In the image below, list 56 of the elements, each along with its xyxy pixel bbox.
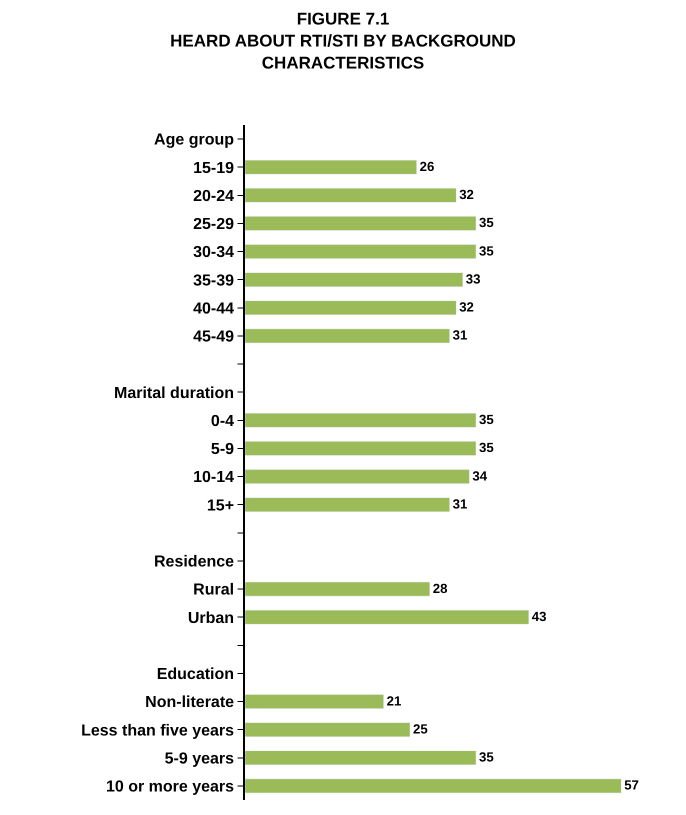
data-label: 34 [472,468,488,484]
y-tick-label: Marital duration [114,384,234,402]
bar [245,722,410,737]
bar [245,750,476,766]
data-label: 35 [479,440,494,456]
bar [245,328,450,344]
bar [245,216,476,231]
data-label: 43 [532,608,547,624]
bar [245,272,464,287]
bar [245,413,476,428]
bar [245,300,456,316]
y-tick-label: Non-literate [145,694,234,712]
bar [245,441,476,456]
y-tick-label: 45-49 [193,328,234,346]
y-tick-label: Rural [193,582,234,599]
data-label: 31 [452,496,468,512]
data-label: 28 [432,580,448,596]
bar [245,188,456,203]
y-tick-label: 20-24 [193,188,234,205]
data-label: 21 [386,693,402,708]
y-tick-label: 15-19 [193,160,234,177]
y-tick-label: 5-9 [210,441,234,458]
data-label: 35 [479,750,494,765]
bar [245,694,384,709]
data-label: 32 [459,187,474,202]
bar [245,244,476,259]
data-label: 57 [624,778,639,793]
y-tick-label: 35-39 [193,272,234,290]
bar [245,497,450,512]
y-tick-label: Less than five years [81,722,234,740]
y-tick-label: 10 or more years [106,778,234,796]
y-tick-label: 0-4 [210,412,234,430]
data-label: 25 [413,721,428,736]
data-label: 33 [466,271,481,286]
bar [245,469,470,484]
data-label: 35 [479,243,494,258]
y-tick-label: 30-34 [193,244,234,262]
data-label: 35 [479,215,494,230]
y-tick-label: 10-14 [193,469,234,486]
bar [245,778,622,794]
y-tick-label: 40-44 [193,300,234,318]
data-label: 31 [452,328,468,343]
bar [245,160,417,174]
data-label: 35 [479,412,494,428]
bar [245,610,530,624]
y-tick-label: Urban [188,610,234,627]
bar [245,582,430,596]
chart-title: FIGURE 7.1 HEARD ABOUT RTI/STI BY BACKGROUND CHARACTERISTICS [170,9,516,73]
data-label: 32 [459,300,474,315]
y-tick-label: 15+ [206,497,234,514]
data-label: 26 [420,158,434,174]
y-tick-label: 5-9 years [164,750,234,768]
y-tick-label: Education [156,666,234,684]
y-tick-label: 25-29 [193,216,234,234]
y-tick-label: Age group [154,132,234,149]
y-tick-label: Residence [154,554,234,571]
